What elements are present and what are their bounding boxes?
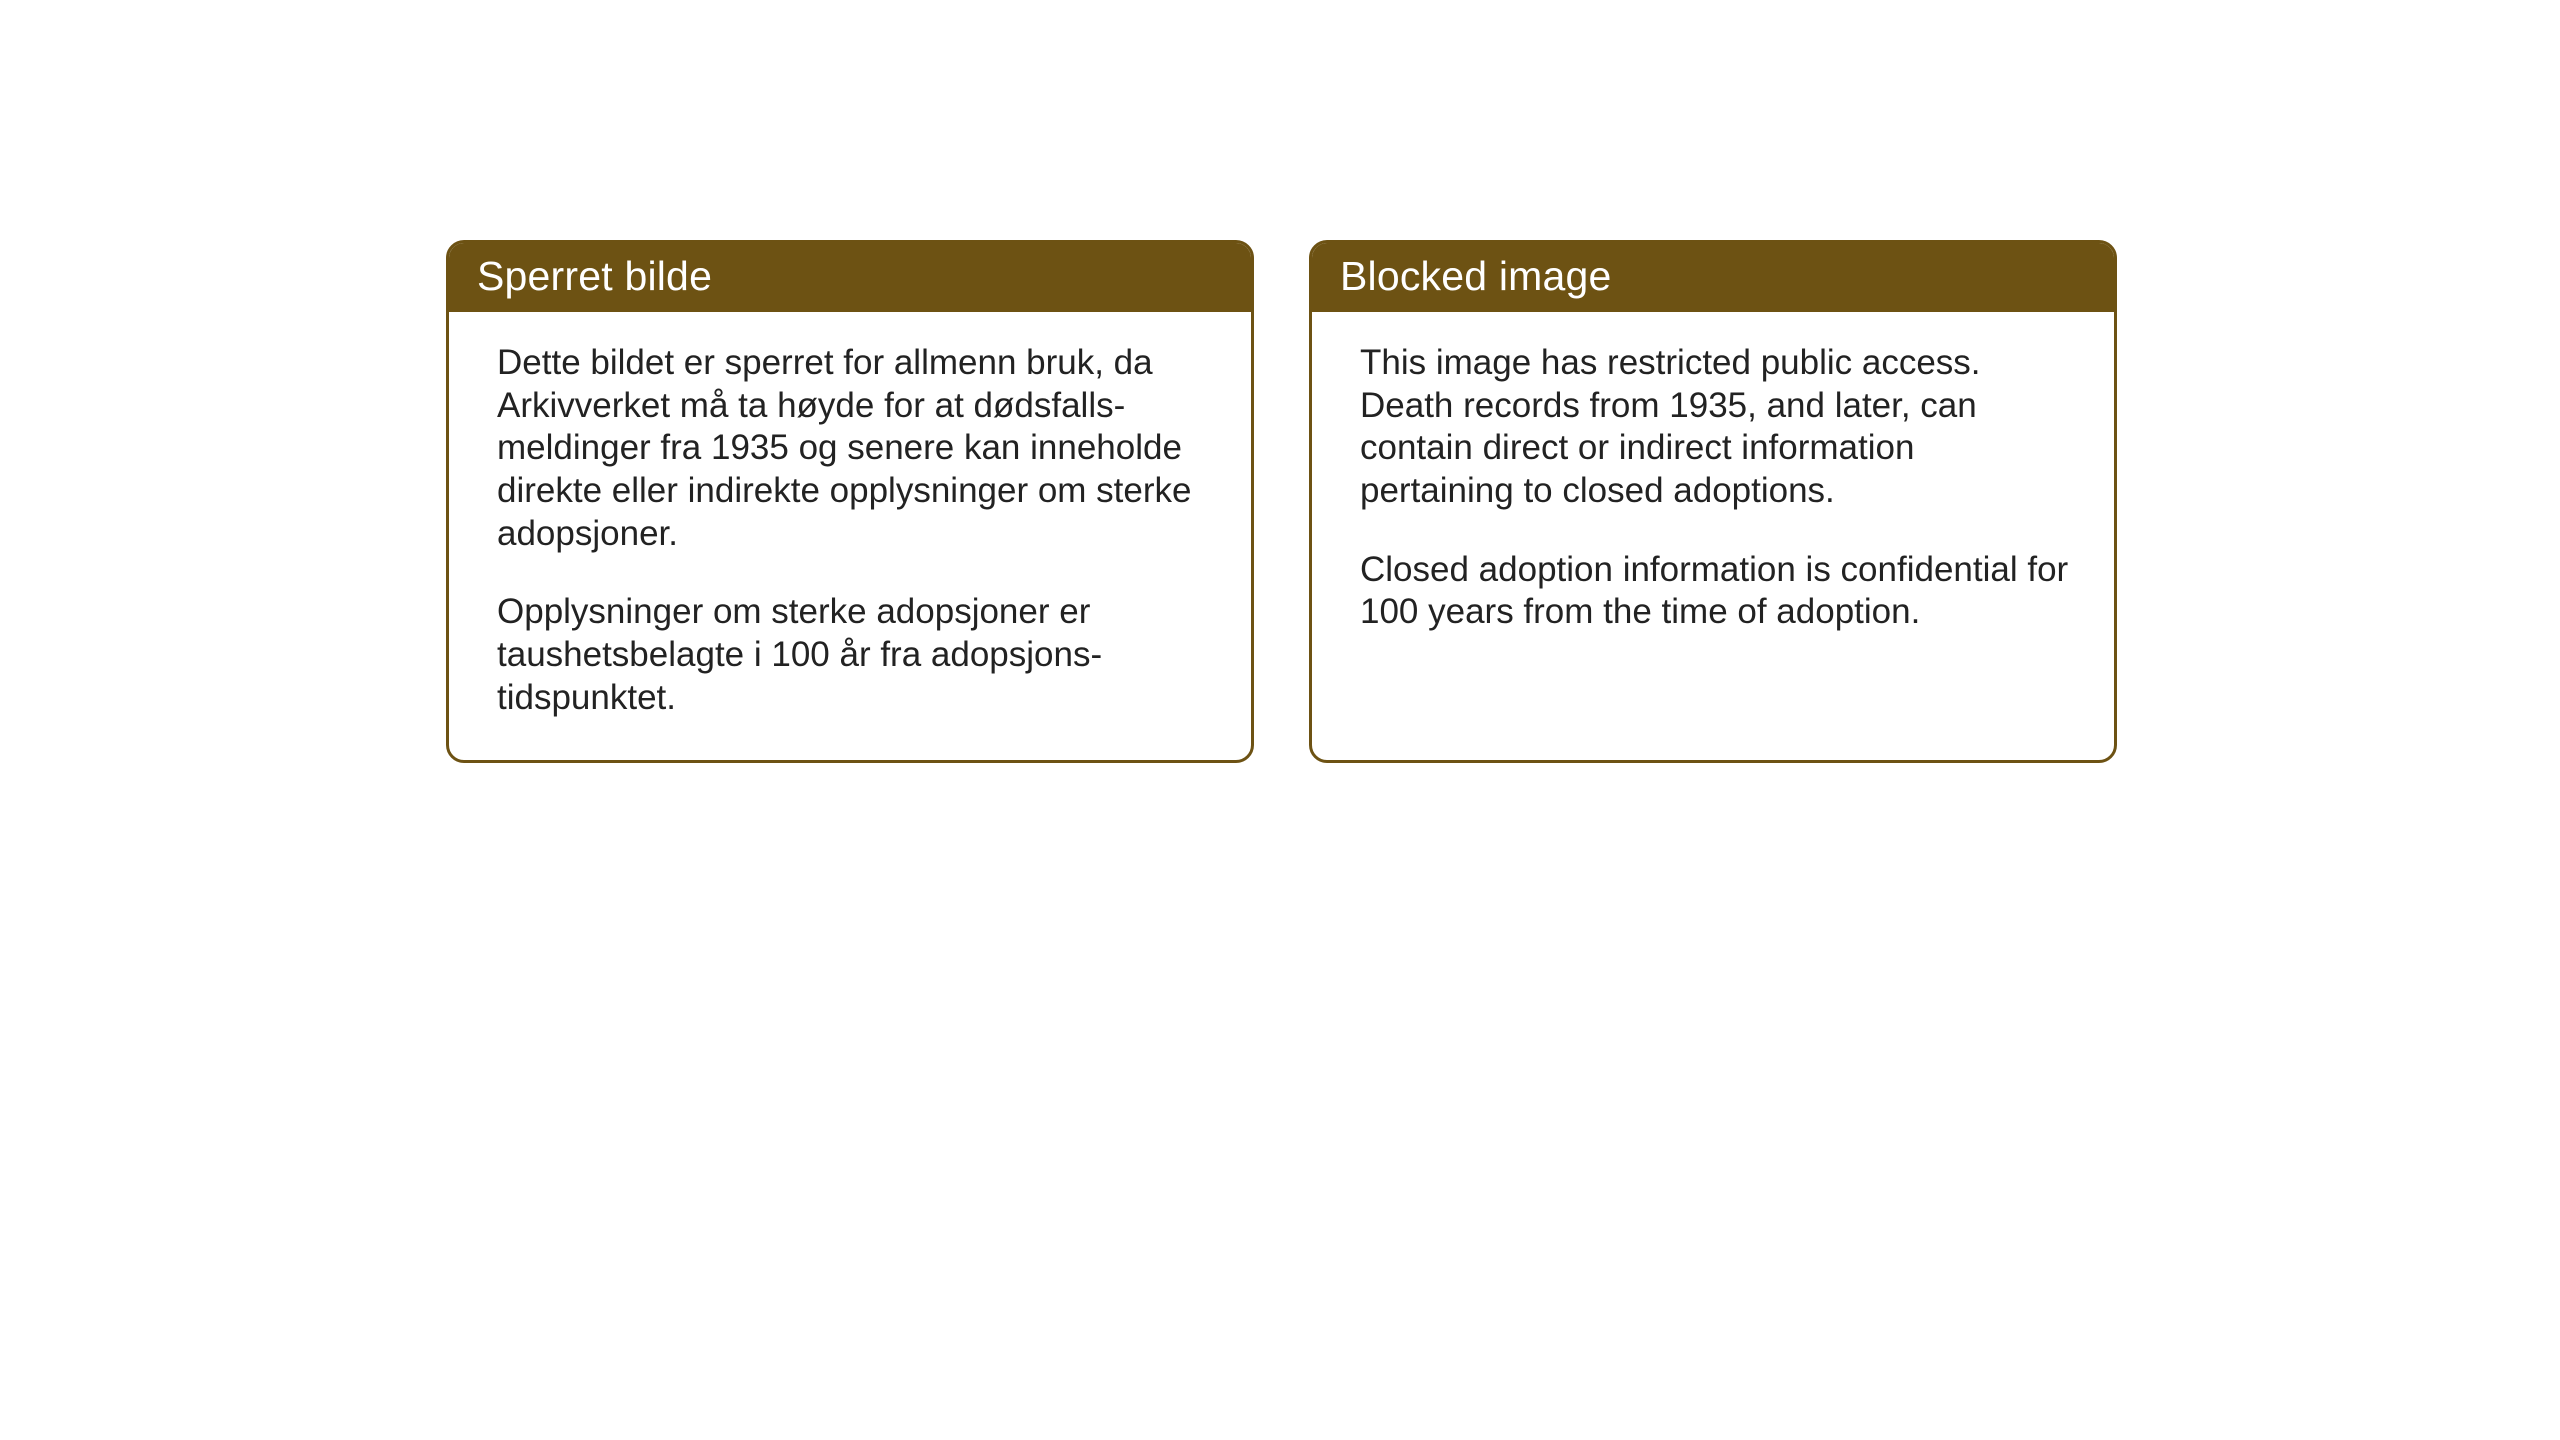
norwegian-card-body: Dette bildet er sperret for allmenn bruk…	[449, 312, 1251, 760]
english-notice-card: Blocked image This image has restricted …	[1309, 240, 2117, 763]
norwegian-paragraph-1: Dette bildet er sperret for allmenn bruk…	[497, 342, 1211, 555]
english-card-body: This image has restricted public access.…	[1312, 312, 2114, 674]
norwegian-notice-card: Sperret bilde Dette bildet er sperret fo…	[446, 240, 1254, 763]
norwegian-card-title: Sperret bilde	[449, 243, 1251, 312]
english-paragraph-2: Closed adoption information is confident…	[1360, 549, 2074, 634]
notice-container: Sperret bilde Dette bildet er sperret fo…	[446, 240, 2117, 763]
english-paragraph-1: This image has restricted public access.…	[1360, 342, 2074, 513]
norwegian-paragraph-2: Opplysninger om sterke adopsjoner er tau…	[497, 591, 1211, 719]
english-card-title: Blocked image	[1312, 243, 2114, 312]
